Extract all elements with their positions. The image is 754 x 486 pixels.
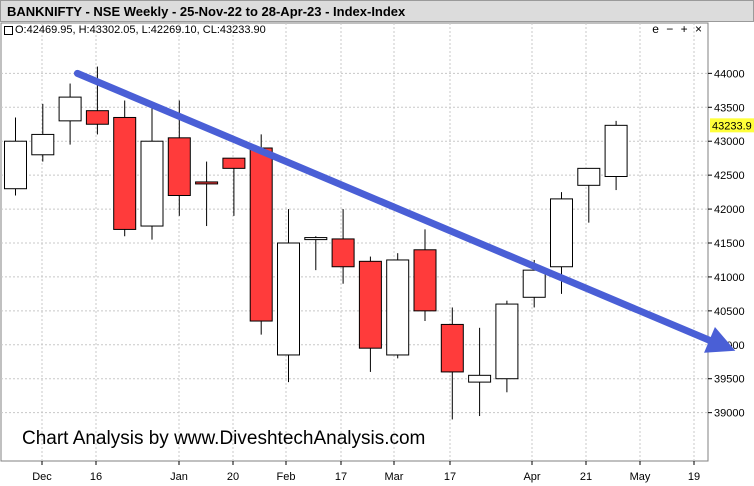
y-tick-label: 40500	[714, 306, 745, 318]
candle-down	[222, 157, 246, 169]
candle-up	[31, 133, 55, 156]
watermark: Chart Analysis by www.DiveshtechAnalysis…	[22, 428, 426, 449]
y-tick-label: 44000	[714, 68, 745, 80]
candle-down	[413, 249, 437, 312]
candle-up	[468, 374, 492, 383]
candle-down	[85, 110, 109, 125]
x-tick-label: 20	[227, 471, 239, 483]
trendline-arrowhead	[704, 327, 736, 353]
candle-up	[304, 237, 328, 241]
candle-down	[167, 137, 191, 196]
candle-down	[249, 147, 273, 322]
x-tick-label: 21	[580, 471, 592, 483]
y-tick-label: 42000	[714, 204, 745, 216]
window-controls[interactable]: e − + ×	[652, 22, 704, 36]
ohlc-values: O:42469.95, H:43302.05, L:42269.10, CL:4…	[15, 24, 266, 36]
chart-title: BANKNIFTY - NSE Weekly - 25-Nov-22 to 28…	[0, 0, 754, 22]
y-tick-label: 39000	[714, 408, 745, 420]
y-tick-label: 41500	[714, 238, 745, 250]
candle-down	[113, 116, 137, 230]
y-tick-label: 43500	[714, 102, 745, 114]
candle-up	[4, 140, 27, 190]
y-tick-label: 41000	[714, 272, 745, 284]
y-tick-label: 43000	[714, 136, 745, 148]
candle-up	[386, 259, 410, 356]
candle-up	[577, 167, 601, 186]
candle-down	[331, 238, 355, 268]
y-tick-label: 39500	[714, 374, 745, 386]
x-tick-label: Apr	[523, 471, 540, 483]
checkbox-icon[interactable]	[4, 25, 13, 35]
candle-up	[604, 124, 628, 178]
candle-down	[195, 181, 219, 185]
x-tick-label: 19	[688, 471, 700, 483]
x-tick-label: Mar	[385, 471, 404, 483]
ohlc-readout: O:42469.95, H:43302.05, L:42269.10, CL:4…	[4, 24, 266, 36]
candle-up	[277, 242, 300, 356]
x-tick-label: 16	[90, 471, 102, 483]
candle-up	[140, 140, 164, 227]
x-tick-label: 17	[444, 471, 456, 483]
x-tick-label: Dec	[32, 471, 52, 483]
candle-up	[522, 269, 546, 298]
x-tick-label: Jan	[170, 471, 188, 483]
last-price-label: 43233.9	[712, 120, 752, 132]
y-tick-label: 42500	[714, 170, 745, 182]
last-price-tag	[710, 118, 754, 133]
candle-down	[358, 260, 382, 349]
x-tick-label: 17	[335, 471, 347, 483]
trendline-arrow	[73, 69, 719, 347]
candle-up	[495, 303, 519, 380]
candle-down	[440, 323, 464, 373]
x-tick-label: May	[630, 471, 651, 483]
candle-up	[550, 198, 573, 268]
candle-up	[58, 96, 82, 122]
x-tick-label: Feb	[277, 471, 296, 483]
